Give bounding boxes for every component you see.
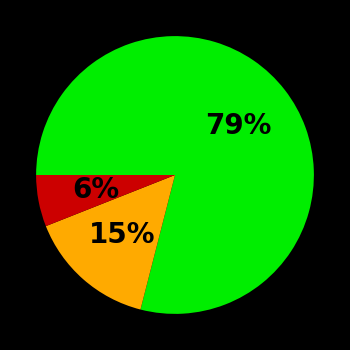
Text: 79%: 79% [205,112,272,140]
Wedge shape [36,36,314,314]
Text: 6%: 6% [72,176,119,204]
Wedge shape [36,175,175,226]
Wedge shape [46,175,175,309]
Text: 15%: 15% [89,222,155,250]
